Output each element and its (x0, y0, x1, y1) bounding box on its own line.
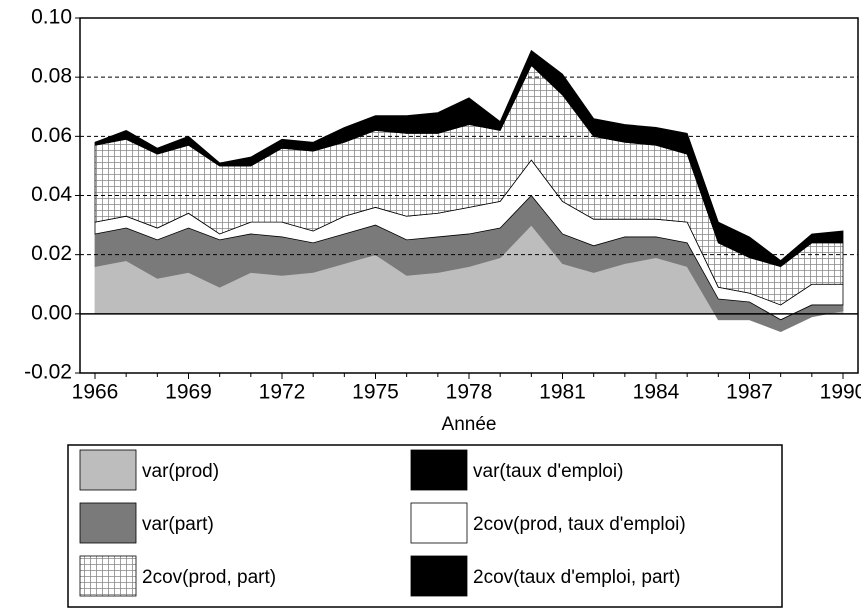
legend-swatch (410, 449, 468, 491)
legend-swatch (410, 555, 468, 597)
legend-label: 2cov(prod, part) (142, 567, 276, 588)
legend-label: 2cov(prod, taux d'emploi) (473, 514, 686, 535)
legend-swatch (79, 449, 137, 491)
x-tick-label: 1966 (72, 381, 119, 404)
legend-swatch (410, 502, 468, 544)
x-tick-label: 1969 (165, 381, 212, 404)
y-tick-label: -0.02 (24, 361, 72, 384)
y-tick-label: 0.10 (31, 6, 72, 29)
y-tick-label: 0.06 (31, 124, 72, 147)
y-tick-label: 0.08 (31, 65, 72, 88)
legend-label: var(prod) (142, 461, 219, 482)
legend-swatch (79, 502, 137, 544)
legend-swatch (79, 555, 137, 597)
legend-label: var(taux d'emploi) (473, 461, 623, 482)
x-axis-label: Année (442, 414, 497, 435)
legend-label: var(part) (142, 514, 214, 535)
x-tick-label: 1975 (352, 381, 399, 404)
x-tick-label: 1978 (446, 381, 493, 404)
y-tick-label: 0.02 (31, 242, 72, 265)
area (94, 49, 844, 265)
y-tick-label: 0.00 (31, 301, 72, 324)
y-tick-label: 0.04 (31, 183, 72, 206)
x-tick-label: 1981 (539, 381, 586, 404)
x-tick-label: 1972 (259, 381, 306, 404)
x-tick-label: 1990 (820, 381, 861, 404)
x-tick-label: 1987 (726, 381, 773, 404)
legend-label: 2cov(taux d'emploi, part) (473, 567, 680, 588)
x-tick-label: 1984 (633, 381, 680, 404)
